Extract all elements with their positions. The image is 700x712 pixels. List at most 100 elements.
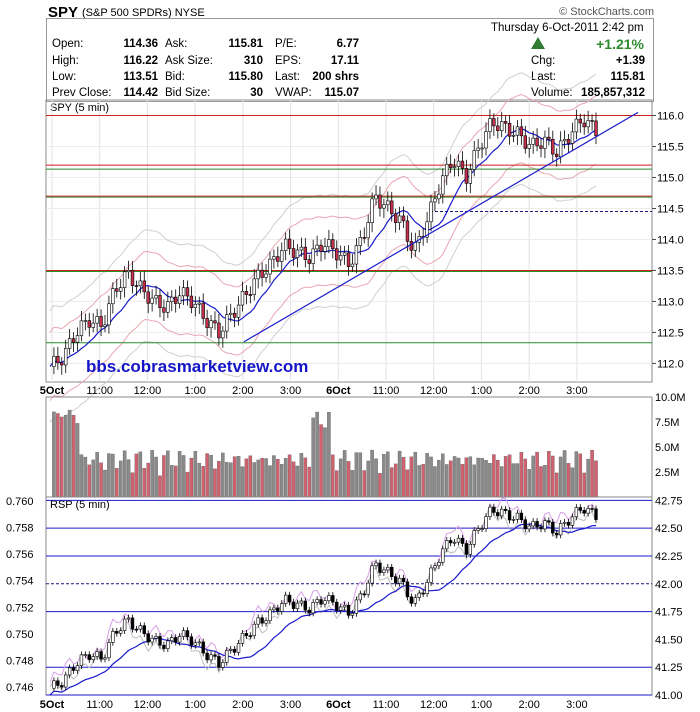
price-candle-body xyxy=(425,221,429,238)
rsp-left-tick-label: 0.748 xyxy=(6,655,34,667)
volume-bar xyxy=(429,456,433,498)
price-candle-body xyxy=(99,316,103,327)
volume-bar xyxy=(248,455,253,498)
price-candle-body xyxy=(382,204,386,209)
prev-close-value: 114.42 xyxy=(123,87,158,99)
price-candle-body xyxy=(287,238,292,249)
rsp-candle-body xyxy=(421,592,425,595)
price-candle-body xyxy=(452,166,457,168)
price-candle-body xyxy=(272,256,276,260)
price-candle-body xyxy=(225,314,229,332)
rsp-candle-body xyxy=(193,642,198,646)
price-candle-body xyxy=(67,338,72,349)
price-candle-body xyxy=(468,169,473,184)
rsp-candle-body xyxy=(555,532,559,536)
volume-bar xyxy=(209,454,213,498)
rsp-candle-body xyxy=(354,599,359,614)
rsp-candle-body xyxy=(547,520,551,523)
brand-logo: © StockCharts.com xyxy=(559,6,654,18)
price-candle-body xyxy=(95,316,99,324)
volume-bar xyxy=(142,468,147,498)
volume-bar xyxy=(511,463,516,498)
quote-panel: Open: 114.36 High: 116.22 Low: 113.51 Pr… xyxy=(46,18,654,102)
volume-bar xyxy=(276,458,280,498)
volume-bar xyxy=(334,470,339,498)
rsp-candle-body xyxy=(480,528,484,530)
rsp-xtick-label: 2:00 xyxy=(518,699,539,711)
volume-bar xyxy=(488,463,492,498)
rsp-candle-body xyxy=(582,510,586,514)
price-candle-body xyxy=(56,356,60,364)
rsp-candle-body xyxy=(75,665,80,671)
price-ytick-label: 112.0 xyxy=(657,358,684,370)
price-candle-body xyxy=(464,168,469,184)
volume-value: 185,857,312 xyxy=(581,87,645,99)
price-candle-body xyxy=(519,126,524,137)
rsp-candle-body xyxy=(558,523,563,536)
rsp-candle-body xyxy=(445,540,449,550)
rsp-candle-body xyxy=(79,654,84,666)
volume-bar xyxy=(91,459,95,498)
price-candle-body xyxy=(390,200,394,215)
volume-bar xyxy=(527,469,531,498)
volume-bar xyxy=(464,457,469,498)
bid-size-label: Bid Size: xyxy=(165,87,211,99)
price-candle-body xyxy=(232,312,237,318)
price-candle-body xyxy=(181,287,186,297)
price-candle-body xyxy=(64,348,68,366)
price-candle-body xyxy=(362,237,366,239)
rsp-xtick-label: 12:00 xyxy=(134,699,162,711)
rsp-candle-body xyxy=(574,507,579,518)
rsp-candle-body xyxy=(323,600,327,605)
rsp-xtick-label: 2:00 xyxy=(232,699,253,711)
rsp-candle-body xyxy=(338,606,343,611)
volume-ytick-label: 10.0M xyxy=(655,392,686,404)
rsp-candle-body xyxy=(405,581,410,598)
rsp-panel-title: RSP (5 min) xyxy=(50,499,110,511)
price-candle-body xyxy=(535,137,539,147)
rsp-candle-body xyxy=(209,654,213,661)
price-candle-body xyxy=(445,163,449,177)
volume-ytick-label: 2.5M xyxy=(655,467,679,479)
rsp-right-tick-label: 41.00 xyxy=(655,690,683,702)
price-candle-body xyxy=(311,248,315,264)
price-candle-body xyxy=(240,291,245,306)
price-candle-body xyxy=(276,256,280,262)
price-candle-body xyxy=(547,136,551,140)
rsp-right-tick-label: 42.75 xyxy=(655,495,683,507)
volume-bar xyxy=(523,458,528,498)
price-candle-body xyxy=(492,118,496,127)
price-candle-body xyxy=(441,175,445,195)
rsp-candle-body xyxy=(319,599,323,605)
price-candle-body xyxy=(134,285,139,287)
rsp-candle-body xyxy=(283,594,288,604)
price-panel-frame xyxy=(45,99,653,383)
volume-bar xyxy=(366,460,370,498)
rsp-candle-body xyxy=(64,674,68,688)
rsp-candle-body xyxy=(327,595,331,602)
price-candle-body xyxy=(456,160,461,167)
rsp-candle-body xyxy=(417,592,421,598)
rsp-candle-body xyxy=(488,506,492,517)
rsp-candle-body xyxy=(413,597,418,604)
volume-bar xyxy=(448,460,453,498)
price-xtick-label: 2:00 xyxy=(518,385,539,397)
rsp-xtick-label: 11:00 xyxy=(373,699,400,711)
price-candle-body xyxy=(460,160,465,169)
volume-bar xyxy=(331,454,335,498)
price-candle-body xyxy=(126,269,131,273)
price-candle-body xyxy=(488,118,492,132)
volume-bar xyxy=(67,409,72,498)
volume-bar xyxy=(158,475,162,498)
rsp-candle-body xyxy=(126,617,131,620)
rsp-candle-body xyxy=(91,656,95,660)
volume-bar xyxy=(268,465,272,498)
volume-bar xyxy=(382,454,386,498)
price-candle-body xyxy=(252,278,256,295)
symbol-title: SPY xyxy=(48,4,79,21)
price-candle-body xyxy=(256,269,260,280)
rsp-candle-body xyxy=(201,641,205,654)
chg-value: +1.39 xyxy=(615,55,645,67)
volume-bar xyxy=(232,456,237,498)
